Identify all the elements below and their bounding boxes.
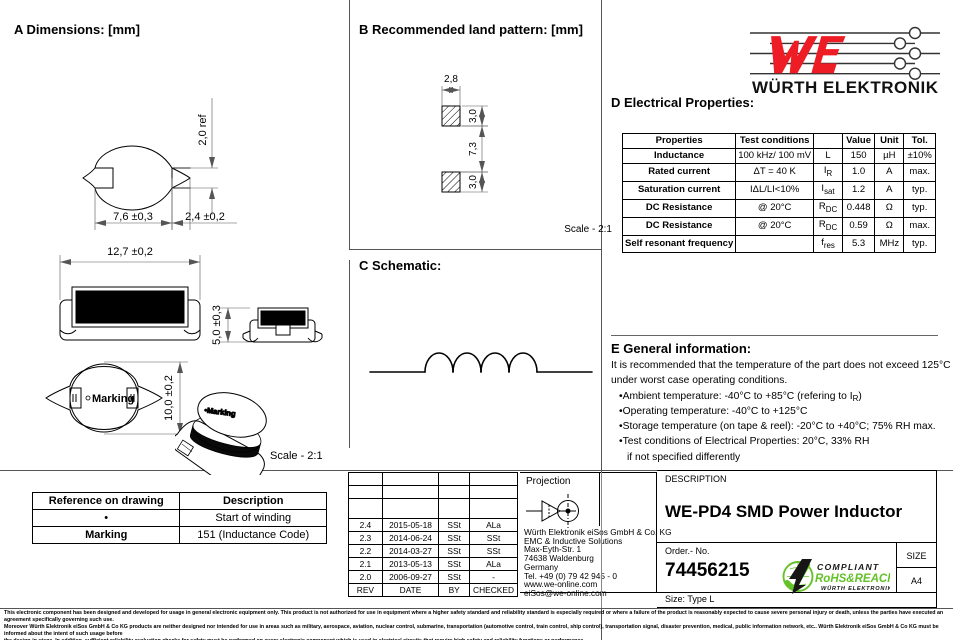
svg-text:3,0: 3,0 — [468, 109, 479, 123]
svg-text:5,0 ±0,3: 5,0 ±0,3 — [211, 305, 223, 345]
svg-text:Marking: Marking — [92, 393, 134, 405]
svg-text:12,7 ±0,2: 12,7 ±0,2 — [107, 246, 153, 258]
svg-text:2,0 ref: 2,0 ref — [197, 113, 209, 145]
svg-text:10,0 ±0,2: 10,0 ±0,2 — [163, 375, 175, 421]
svg-text:2,8: 2,8 — [444, 74, 458, 85]
svg-text:RoHS&REACh: RoHS&REACh — [815, 573, 890, 585]
svg-text:•: • — [130, 393, 134, 405]
svg-text:2,4 ±0,2: 2,4 ±0,2 — [185, 211, 225, 223]
svg-text:COMPLIANT: COMPLIANT — [817, 562, 879, 572]
svg-text:WÜRTH ELEKTRONIK: WÜRTH ELEKTRONIK — [752, 78, 939, 97]
svg-text:7,3: 7,3 — [468, 142, 479, 156]
svg-text:WÜRTH ELEKTRONIK: WÜRTH ELEKTRONIK — [821, 585, 890, 592]
svg-text:Scale - 2:1: Scale - 2:1 — [564, 224, 612, 235]
svg-text:3,0: 3,0 — [468, 175, 479, 189]
svg-text:7,6 ±0,3: 7,6 ±0,3 — [113, 211, 153, 223]
